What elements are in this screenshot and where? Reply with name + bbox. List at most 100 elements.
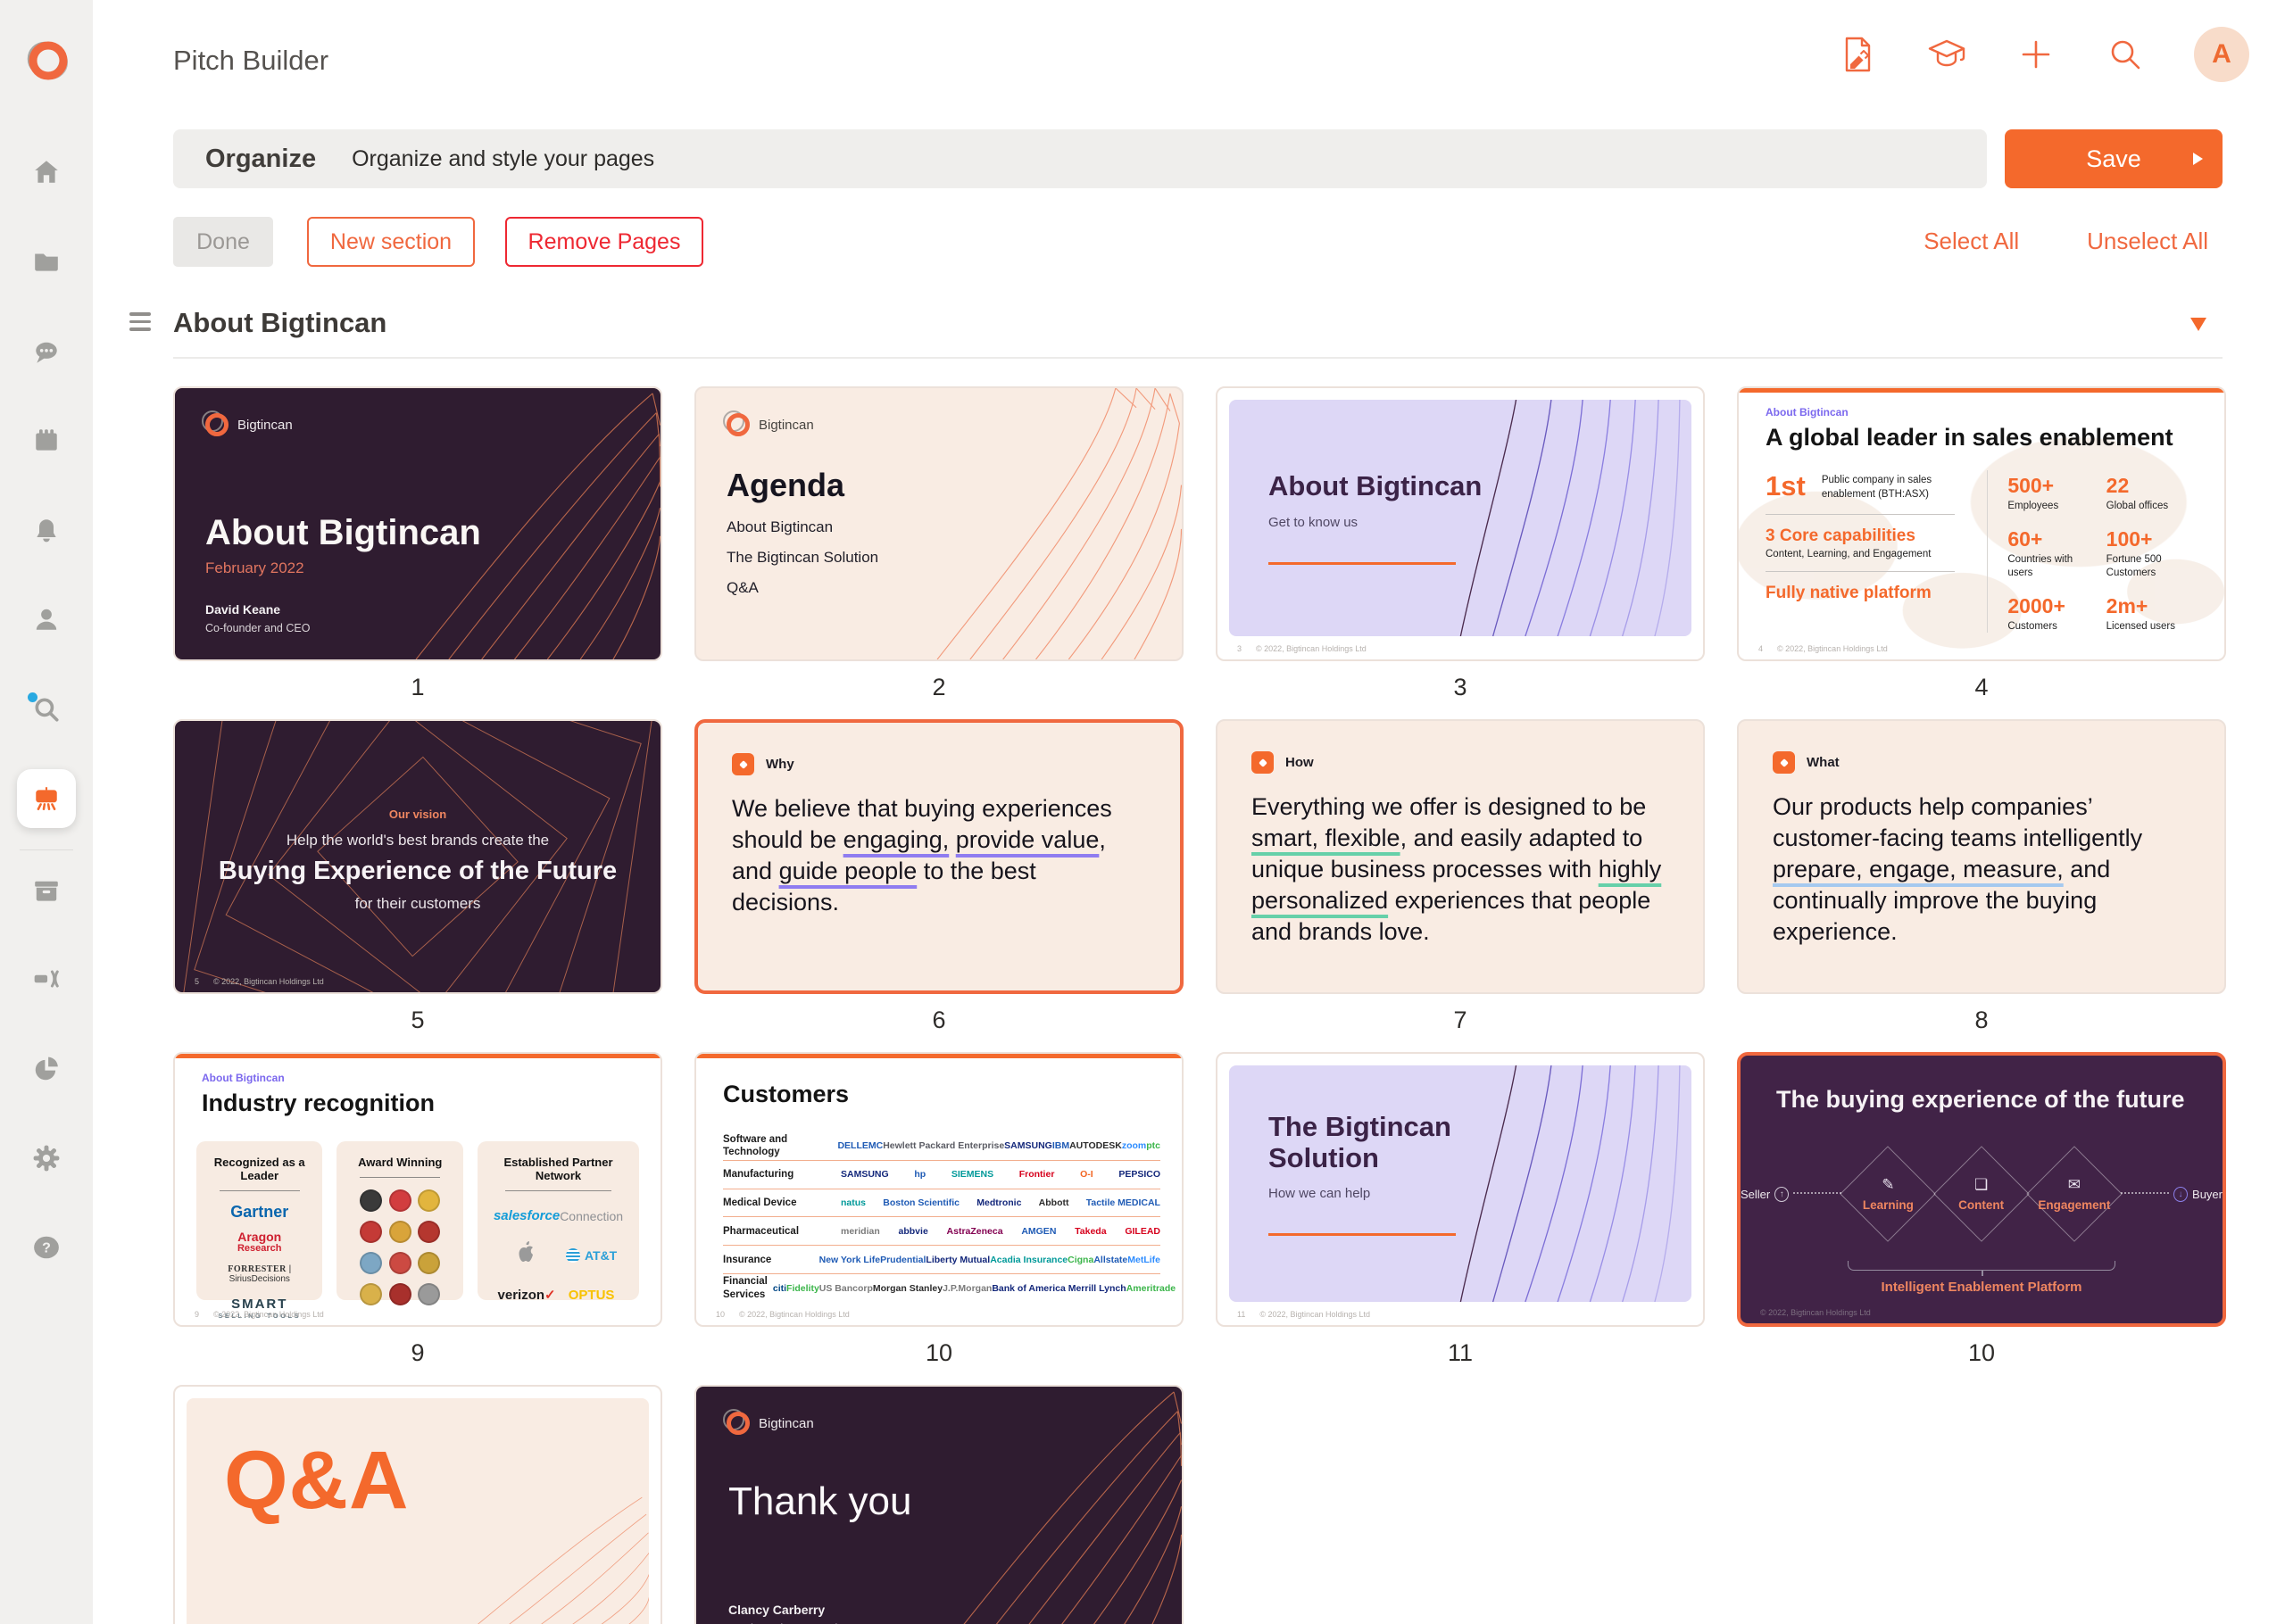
slide-thumbnail-10[interactable]: Customers Software and Technology DELLEM… bbox=[694, 1052, 1184, 1327]
unselect-all-link[interactable]: Unselect All bbox=[2087, 228, 2208, 254]
slide-thumbnail-9[interactable]: About Bigtincan Industry recognition Rec… bbox=[173, 1052, 662, 1327]
what-badge-icon bbox=[1773, 751, 1795, 774]
stat: 500+ Employees bbox=[2007, 474, 2059, 511]
agenda-item: The Bigtincan Solution bbox=[727, 549, 879, 566]
home-icon[interactable] bbox=[26, 152, 67, 193]
save-dropdown-caret-icon[interactable] bbox=[2193, 153, 2203, 165]
save-button[interactable]: Save bbox=[2005, 129, 2223, 188]
slide-eyebrow: Our vision bbox=[388, 808, 447, 821]
slide-thumbnail-3[interactable]: About Bigtincan Get to know us 3 © 2022, … bbox=[1216, 386, 1705, 661]
help-icon[interactable]: ? bbox=[26, 1227, 67, 1268]
add-icon[interactable] bbox=[2015, 34, 2056, 75]
autodesk-logo: AUTODESK bbox=[1069, 1140, 1122, 1152]
dell-emc-logo: DELLEMC bbox=[837, 1140, 884, 1152]
content-node-icon: ❏ bbox=[1974, 1176, 1989, 1193]
bigtincan-logo-icon[interactable] bbox=[21, 36, 73, 87]
recognition-panel-awards: Award Winning bbox=[337, 1141, 463, 1305]
laurel-award-badge bbox=[418, 1252, 441, 1274]
done-button[interactable]: Done bbox=[173, 217, 273, 267]
platform-label: Intelligent Enablement Platform bbox=[1881, 1280, 2082, 1295]
hpe-logo: Hewlett Packard Enterprise bbox=[883, 1140, 1005, 1152]
dotted-connector bbox=[2121, 1192, 2170, 1194]
slide-cell-2: Bigtincan Agenda About Bigtincan The Big… bbox=[694, 386, 1184, 719]
calendar-icon[interactable] bbox=[26, 420, 67, 461]
optus-logo: OPTUS bbox=[568, 1287, 615, 1303]
pitch-document-icon[interactable] bbox=[1837, 34, 1878, 75]
slide-thumbnail-7[interactable]: How Everything we offer is designed to b… bbox=[1216, 719, 1705, 994]
search-icon[interactable] bbox=[2105, 34, 2146, 75]
big-innovation-award-badge bbox=[418, 1189, 441, 1212]
notifications-icon[interactable] bbox=[26, 510, 67, 551]
chat-icon[interactable] bbox=[26, 332, 67, 373]
slide-thumbnail-6-selected[interactable]: Why We believe that buying experiences s… bbox=[694, 719, 1184, 994]
section-title: About Bigtincan bbox=[173, 307, 387, 338]
remove-pages-button[interactable]: Remove Pages bbox=[505, 217, 703, 267]
slide-thumbnail-thanks[interactable]: Bigtincan Thank you Clancy Carberry Lead… bbox=[694, 1385, 1184, 1624]
abbvie-logo: abbvie bbox=[898, 1225, 928, 1237]
mode-title: Organize bbox=[205, 144, 317, 173]
slide-number: 10 bbox=[925, 1339, 953, 1366]
diagram-node-content: ❏ Content bbox=[1932, 1141, 2030, 1247]
us-bancorp-logo: US Bancorp bbox=[818, 1282, 873, 1294]
learning-cap-icon[interactable] bbox=[1926, 34, 1967, 75]
pipeline-icon[interactable] bbox=[26, 958, 67, 999]
contacts-icon[interactable] bbox=[26, 599, 67, 640]
platform-bracket bbox=[1848, 1261, 2115, 1276]
section-collapse-caret-icon[interactable] bbox=[2190, 318, 2206, 331]
agenda-items: About Bigtincan The Bigtincan Solution Q… bbox=[727, 518, 878, 609]
bigtincan-logo-icon bbox=[723, 1409, 750, 1435]
presentations-icon-active[interactable] bbox=[17, 769, 76, 828]
slide-author-role: Co-founder and CEO bbox=[205, 622, 311, 634]
slide-thumbnail-12-selected[interactable]: The buying experience of the future Sell… bbox=[1737, 1052, 2226, 1327]
acadia-insurance-logo: Acadia Insurance bbox=[990, 1254, 1068, 1265]
slide-number: 1 bbox=[411, 674, 425, 700]
search-sidebar-icon[interactable] bbox=[26, 689, 67, 730]
leader-award-badge bbox=[418, 1221, 441, 1243]
slide-thumbnail-8[interactable]: What Our products help companies’ custom… bbox=[1737, 719, 2226, 994]
samsung-electronics-logo: SAMSUNG bbox=[841, 1169, 889, 1181]
boston-scientific-logo: Boston Scientific bbox=[883, 1197, 960, 1209]
customer-row: Manufacturing SAMSUNG hp SIEMENS Frontie… bbox=[723, 1159, 1160, 1189]
enablement-diagram: Seller ↑ ✎ Learning ❏ Content bbox=[1741, 1141, 2223, 1247]
avatar[interactable]: A bbox=[2194, 27, 2249, 82]
lavender-panel: The Bigtincan Solution How we can help bbox=[1229, 1065, 1691, 1302]
fact-big: 1st bbox=[1766, 470, 1806, 501]
slide-footer: 9 © 2022, Bigtincan Holdings Ltd bbox=[195, 1310, 324, 1319]
slide-title: A global leader in sales enablement bbox=[1766, 424, 2173, 451]
aragon-award-badge bbox=[388, 1252, 411, 1274]
slide-cell-4: About Bigtincan A global leader in sales… bbox=[1737, 386, 2226, 719]
buyer-label: Buyer bbox=[2192, 1187, 2223, 1201]
takeda-logo: Takeda bbox=[1075, 1225, 1107, 1237]
slide-footer: 4 © 2022, Bigtincan Holdings Ltd bbox=[1758, 644, 1888, 653]
vertical-divider bbox=[1987, 470, 1989, 633]
dotted-connector bbox=[1793, 1192, 1842, 1194]
siemens-logo: SIEMENS bbox=[951, 1169, 994, 1181]
statement-text: Our products help companies’ customer-fa… bbox=[1773, 793, 2143, 946]
slide-cell-3: About Bigtincan Get to know us 3 © 2022, … bbox=[1216, 386, 1705, 719]
agenda-item: About Bigtincan bbox=[727, 518, 834, 535]
slide-footer: 10 © 2022, Bigtincan Holdings Ltd bbox=[716, 1310, 850, 1319]
jpmorgan-logo: J.P.Morgan bbox=[943, 1282, 993, 1294]
astrazeneca-logo: AstraZeneca bbox=[946, 1225, 1003, 1237]
slide-thumbnail-1[interactable]: Bigtincan About Bigtincan February 2022 … bbox=[173, 386, 662, 661]
slide-author-role: Lead, Product Operations bbox=[728, 1622, 855, 1624]
section-drag-handle-icon[interactable] bbox=[129, 312, 153, 332]
select-all-link[interactable]: Select All bbox=[1924, 228, 2020, 254]
slide-footer: 11 © 2022, Bigtincan Holdings Ltd bbox=[1237, 1310, 1371, 1319]
analytics-pie-icon[interactable] bbox=[26, 1048, 67, 1090]
slide-footer: 5 © 2022, Bigtincan Holdings Ltd bbox=[195, 977, 324, 986]
slide-thumbnail-11[interactable]: The Bigtincan Solution How we can help 1… bbox=[1216, 1052, 1705, 1327]
customer-row: Insurance New York Life Prudential Liber… bbox=[723, 1245, 1160, 1273]
archive-icon[interactable] bbox=[26, 871, 67, 912]
slide-thumbnail-2[interactable]: Bigtincan Agenda About Bigtincan The Big… bbox=[694, 386, 1184, 661]
slide-thumbnail-4[interactable]: About Bigtincan A global leader in sales… bbox=[1737, 386, 2226, 661]
svg-text:?: ? bbox=[42, 1240, 51, 1255]
codie-award-badge bbox=[360, 1189, 383, 1212]
settings-gear-icon[interactable] bbox=[26, 1138, 67, 1179]
slide-thumbnail-qa[interactable]: Q&A bbox=[173, 1385, 662, 1624]
slide-thumbnail-5[interactable]: Our vision Help the world's best brands … bbox=[173, 719, 662, 994]
stat: 60+ Countries with users bbox=[2007, 526, 2073, 578]
metlife-logo: MetLife bbox=[1127, 1254, 1160, 1265]
folder-icon[interactable] bbox=[26, 241, 67, 282]
new-section-button[interactable]: New section bbox=[307, 217, 475, 267]
